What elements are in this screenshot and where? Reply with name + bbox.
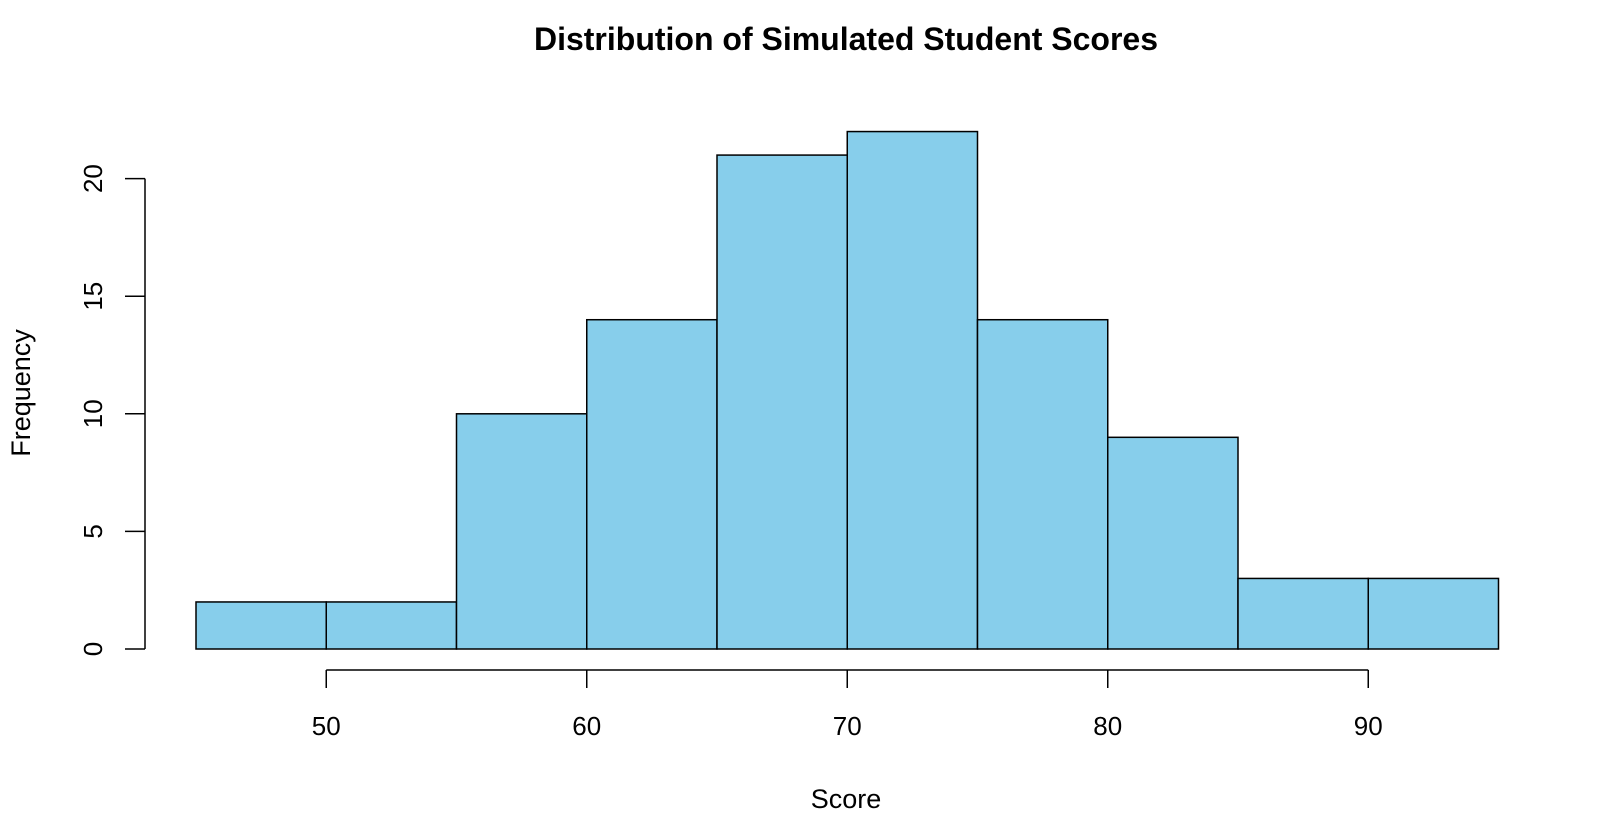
chart-title: Distribution of Simulated Student Scores <box>534 21 1158 57</box>
x-tick-label: 90 <box>1354 711 1383 741</box>
x-axis-label: Score <box>811 784 882 814</box>
histogram-bar-1 <box>195 601 327 650</box>
bars-group <box>195 130 1500 650</box>
y-tick-label: 10 <box>78 399 108 428</box>
y-axis-label: Frequency <box>6 329 36 457</box>
y-tick-label: 0 <box>78 642 108 656</box>
x-tick-label: 80 <box>1093 711 1122 741</box>
histogram-bar-5 <box>716 154 848 650</box>
y-tick-label: 15 <box>78 282 108 311</box>
histogram-bar-7 <box>976 318 1109 650</box>
y-tick-label: 20 <box>78 164 108 193</box>
histogram-bar-3 <box>455 413 588 650</box>
histogram-bar-10 <box>1367 577 1500 650</box>
histogram-bar-2 <box>325 601 458 650</box>
x-tick-label: 70 <box>833 711 862 741</box>
histogram-bar-8 <box>1107 436 1239 650</box>
histogram-bar-9 <box>1237 577 1369 650</box>
x-axis: 50 60 70 80 90 <box>312 669 1383 741</box>
y-tick-label: 5 <box>78 524 108 538</box>
histogram-bar-4 <box>586 318 718 650</box>
x-tick-label: 50 <box>312 711 341 741</box>
histogram-bar-6 <box>846 130 979 650</box>
y-axis: 0 5 10 15 20 <box>78 164 146 656</box>
x-tick-label: 60 <box>572 711 601 741</box>
